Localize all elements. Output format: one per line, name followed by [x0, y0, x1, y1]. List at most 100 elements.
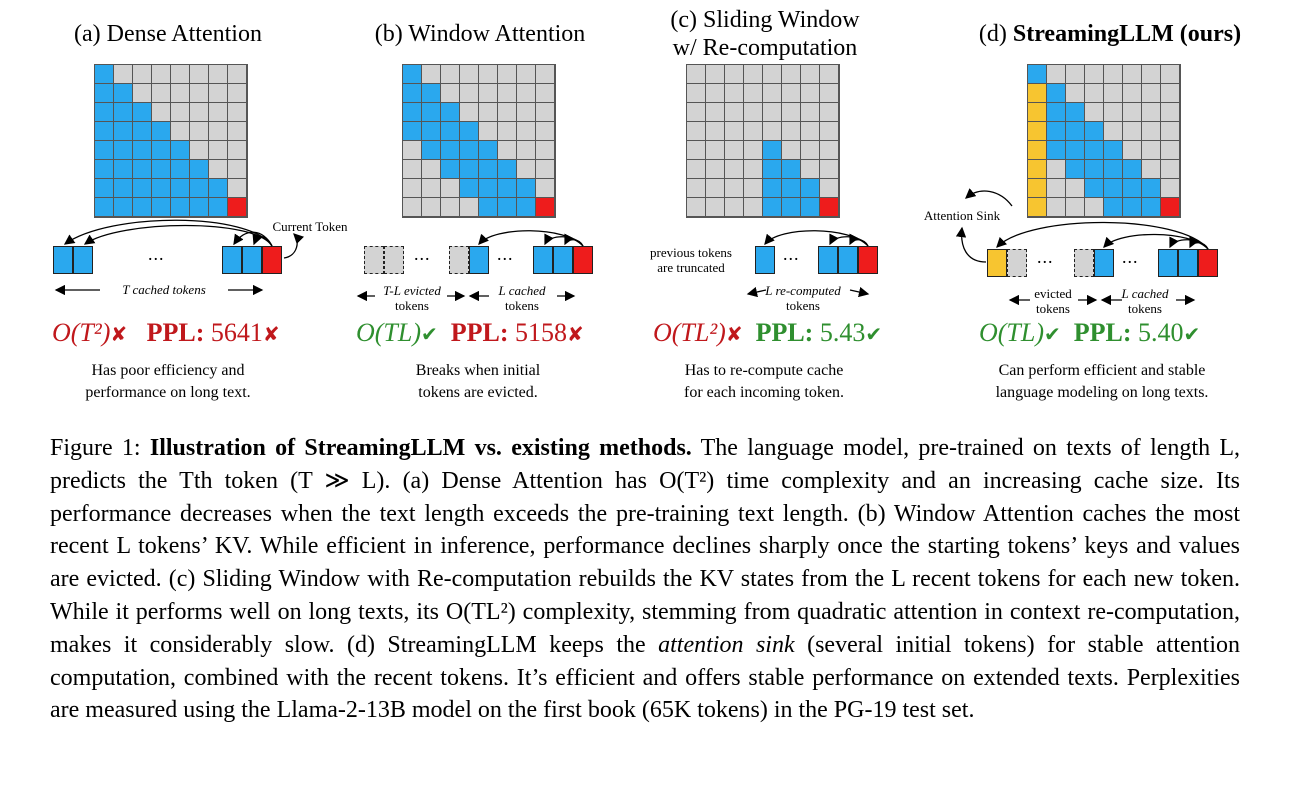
- token-blue: [222, 246, 242, 274]
- caption-bold: Illustration of StreamingLLM vs. existin…: [149, 435, 692, 461]
- matrix-cell: [152, 141, 170, 159]
- matrix-cell: [744, 179, 762, 197]
- token-blue: [533, 246, 553, 274]
- matrix-cell: [152, 122, 170, 140]
- matrix-cell: [782, 122, 800, 140]
- attention-arc: [233, 231, 273, 247]
- matrix-cell: [763, 103, 781, 121]
- matrix-cell: [1142, 65, 1160, 83]
- panel-b-description: Breaks when initial tokens are evicted.: [328, 360, 628, 404]
- matrix-cell: [782, 160, 800, 178]
- matrix-cell: [801, 179, 819, 197]
- matrix-cell: [782, 179, 800, 197]
- matrix-cell: [1104, 141, 1122, 159]
- matrix-cell: [441, 160, 459, 178]
- matrix-cell: [209, 84, 227, 102]
- matrix-cell: [1104, 103, 1122, 121]
- matrix-cell: [441, 84, 459, 102]
- matrix-cell: [403, 141, 421, 159]
- token-blue: [242, 246, 262, 274]
- figure-caption: Figure 1: Illustration of StreamingLLM v…: [50, 432, 1240, 727]
- desc-line1: Breaks when initial: [415, 362, 541, 379]
- attention-matrix-sliding: [686, 64, 840, 218]
- matrix-cell: [498, 160, 516, 178]
- panel-c-title-line1: (c) Sliding Window: [670, 7, 860, 33]
- label-cached-tokens: T cached tokens: [122, 282, 206, 297]
- matrix-cell: [687, 179, 705, 197]
- matrix-cell: [782, 65, 800, 83]
- matrix-cell: [171, 160, 189, 178]
- matrix-cell: [1161, 141, 1179, 159]
- matrix-cell: [228, 84, 246, 102]
- matrix-cell: [133, 160, 151, 178]
- matrix-cell: [706, 141, 724, 159]
- attention-arc: [63, 219, 273, 247]
- label-evicted-line2: tokens: [395, 298, 429, 313]
- token-evicted: [384, 246, 404, 274]
- matrix-cell: [1142, 179, 1160, 197]
- matrix-cell: [479, 122, 497, 140]
- matrix-cell: [1161, 198, 1179, 216]
- matrix-cell: [114, 65, 132, 83]
- ppl-label: PPL:: [450, 318, 509, 347]
- token-current: [1198, 249, 1218, 277]
- check-icon: ✔: [1044, 324, 1061, 346]
- matrix-cell: [498, 84, 516, 102]
- matrix-cell: [763, 84, 781, 102]
- matrix-cell: [403, 65, 421, 83]
- matrix-cell: [403, 122, 421, 140]
- matrix-cell: [1104, 84, 1122, 102]
- matrix-cell: [479, 103, 497, 121]
- label-evicted-tokens: T-L evicted tokens: [368, 283, 456, 313]
- matrix-cell: [725, 65, 743, 83]
- matrix-cell: [1028, 198, 1046, 216]
- matrix-cell: [1028, 141, 1046, 159]
- matrix-cell: [460, 65, 478, 83]
- panel-d-metrics: O(TL)✔ PPL: 5.40✔: [979, 318, 1200, 350]
- matrix-cell: [441, 141, 459, 159]
- matrix-cell: [1123, 160, 1141, 178]
- panel-b-metrics: O(TL)✔ PPL: 5158✘: [356, 318, 584, 350]
- matrix-cell: [1104, 65, 1122, 83]
- matrix-cell: [1161, 122, 1179, 140]
- ellipsis: ...: [1037, 247, 1054, 267]
- matrix-cell: [1028, 179, 1046, 197]
- complexity-text: O(TL): [979, 318, 1045, 347]
- panel-d-description: Can perform efficient and stable language…: [952, 360, 1252, 404]
- matrix-cell: [744, 122, 762, 140]
- token-blue: [469, 246, 489, 274]
- panel-d-title: (d) StreamingLLM (ours): [960, 20, 1260, 48]
- attention-matrix-streaming: [1027, 64, 1181, 218]
- matrix-cell: [190, 141, 208, 159]
- matrix-cell: [114, 103, 132, 121]
- matrix-cell: [422, 122, 440, 140]
- matrix-cell: [152, 160, 170, 178]
- desc-line1: Has to re-compute cache: [684, 362, 844, 379]
- matrix-cell: [820, 103, 838, 121]
- matrix-cell: [744, 65, 762, 83]
- matrix-cell: [422, 141, 440, 159]
- check-icon: ✔: [1183, 324, 1201, 346]
- ellipsis: ...: [783, 244, 800, 264]
- token-blue: [1178, 249, 1198, 277]
- matrix-cell: [403, 198, 421, 216]
- label-prev-line2: are truncated: [657, 260, 725, 275]
- matrix-cell: [536, 198, 554, 216]
- matrix-cell: [152, 179, 170, 197]
- matrix-cell: [687, 198, 705, 216]
- desc-line1: Can perform efficient and stable: [998, 362, 1206, 379]
- cross-icon: ✘: [262, 324, 280, 346]
- matrix-cell: [820, 160, 838, 178]
- matrix-cell: [190, 84, 208, 102]
- matrix-cell: [479, 179, 497, 197]
- matrix-cell: [228, 122, 246, 140]
- ppl-label: PPL:: [755, 318, 814, 347]
- matrix-cell: [744, 103, 762, 121]
- matrix-cell: [209, 103, 227, 121]
- matrix-cell: [422, 160, 440, 178]
- matrix-cell: [114, 122, 132, 140]
- matrix-cell: [1066, 141, 1084, 159]
- matrix-cell: [171, 179, 189, 197]
- complexity-text: O(T²): [52, 318, 111, 347]
- matrix-cell: [152, 84, 170, 102]
